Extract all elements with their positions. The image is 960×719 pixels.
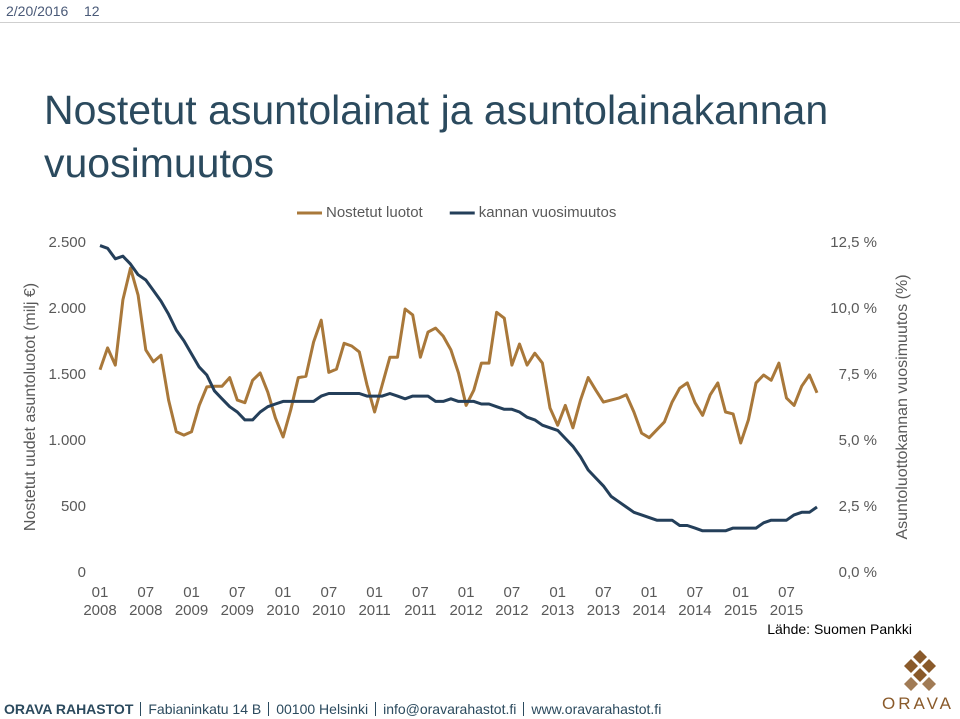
y-tick-label: 1.500	[48, 366, 86, 383]
series-line	[98, 266, 819, 445]
x-tick-label: 07 2009	[220, 584, 254, 619]
legend-label: Nostetut luotot	[326, 204, 424, 221]
y-axis-title: Nostetut uudet asuntoluotot (milj €)	[22, 283, 39, 531]
logo-text: ORAVA	[882, 694, 954, 713]
y-tick-label: 1.000	[48, 432, 86, 449]
y2-tick-label: 10,0 %	[830, 300, 877, 317]
x-tick-label: 01 2010	[266, 584, 300, 619]
y-tick-label: 500	[61, 498, 86, 515]
footer-item: ORAVA RAHASTOT	[4, 701, 134, 717]
x-tick-label: 07 2008	[129, 584, 163, 619]
y-tick-label: 2.500	[48, 234, 86, 251]
footer-item: Fabianinkatu 14 B	[140, 702, 268, 716]
footer: ORAVA RAHASTOT Fabianinkatu 14 B 00100 Hel…	[0, 698, 880, 719]
y2-tick-label: 2,5 %	[839, 498, 877, 515]
footer-item: info@oravarahastot.fi	[375, 702, 523, 716]
x-tick-label: 07 2012	[495, 584, 529, 619]
header-bar	[0, 0, 960, 23]
x-tick-label: 01 2008	[83, 584, 117, 619]
y2-axis-title: Asuntoluottokannan vuosimuutos (%)	[894, 274, 911, 539]
slide-number: 12	[84, 3, 100, 19]
x-tick-label: 07 2015	[769, 584, 804, 619]
x-tick-label: 07 2013	[586, 584, 621, 619]
logo-icon	[904, 650, 936, 691]
footer-item: 00100 Helsinki	[268, 702, 375, 716]
y2-tick-label: 12,5 %	[830, 234, 877, 251]
series-line	[99, 244, 818, 533]
y-tick-label: 2.000	[48, 300, 86, 317]
x-tick-label: 07 2014	[678, 584, 712, 619]
x-tick-label: 01 2011	[358, 584, 391, 619]
x-tick-label: 01 2014	[632, 584, 666, 619]
y-tick-label: 0	[78, 564, 86, 581]
y2-tick-label: 5,0 %	[839, 432, 877, 449]
legend-label: kannan vuosimuutos	[479, 204, 617, 221]
y2-tick-label: 0,0 %	[839, 564, 877, 581]
x-tick-label: 07 2011	[404, 584, 437, 619]
footer-item: www.oravarahastot.fi	[523, 702, 668, 716]
x-tick-label: 07 2010	[312, 584, 346, 619]
y2-tick-label: 7,5 %	[839, 366, 877, 383]
x-tick-label: 01 2015	[724, 584, 758, 619]
x-tick-label: 01 2013	[540, 584, 575, 619]
source-note: Lähde: Suomen Pankki	[767, 621, 912, 637]
x-tick-label: 01 2012	[449, 584, 483, 619]
x-tick-label: 01 2009	[174, 584, 209, 619]
slide-date: 2/20/2016	[6, 3, 69, 19]
slide-title: Nostetut asuntolainat ja asuntolainakann…	[44, 87, 829, 186]
